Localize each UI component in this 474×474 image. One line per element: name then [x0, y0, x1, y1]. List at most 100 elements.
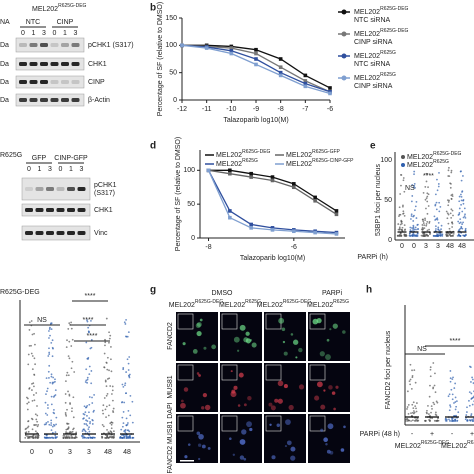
- inset: [221, 364, 238, 381]
- cell-name: MEL202: [286, 152, 312, 159]
- dot: [471, 418, 473, 421]
- dot: [398, 226, 401, 229]
- dot: [81, 434, 84, 437]
- dot: [462, 221, 465, 224]
- dot: [129, 436, 131, 439]
- dot: [447, 204, 450, 207]
- dot: [399, 213, 402, 216]
- dot: [82, 417, 84, 420]
- dot: [462, 202, 465, 205]
- dot: [70, 327, 73, 330]
- dot: [87, 428, 90, 431]
- dot: [33, 385, 35, 388]
- x-tick-label: -8: [205, 244, 211, 251]
- dot: [27, 353, 30, 356]
- dot: [28, 387, 31, 390]
- dot: [429, 384, 431, 387]
- dot: [451, 193, 454, 196]
- band: [56, 231, 65, 235]
- band-label: CHK1: [88, 61, 107, 68]
- dot: [425, 223, 428, 225]
- dot: [446, 217, 449, 220]
- dot: [397, 228, 400, 231]
- dot: [37, 437, 40, 439]
- dot: [31, 355, 34, 357]
- dot: [86, 378, 89, 381]
- dot: [103, 366, 106, 369]
- x-axis-label: PARPi (h): [357, 254, 388, 261]
- blot-frame: [15, 93, 85, 107]
- dot: [86, 424, 89, 427]
- dot: [101, 436, 104, 439]
- dot: [91, 396, 93, 399]
- dot: [410, 235, 412, 237]
- dot: [453, 402, 455, 404]
- dot: [108, 331, 110, 334]
- band: [40, 43, 48, 47]
- point: [249, 222, 253, 227]
- dot: [48, 337, 50, 339]
- dot: [449, 405, 452, 408]
- dot: [448, 409, 451, 412]
- band: [77, 187, 86, 191]
- dot: [410, 213, 413, 216]
- group-label: CINP: [57, 19, 74, 26]
- dot: [36, 405, 38, 407]
- dot: [103, 352, 106, 355]
- dot: [88, 430, 91, 433]
- x-tick-label: 48: [458, 243, 466, 250]
- x-tick-label: -9: [253, 106, 259, 113]
- dot: [416, 233, 419, 235]
- point: [334, 209, 339, 213]
- dot: [37, 424, 40, 426]
- dot: [452, 376, 454, 379]
- dot: [417, 223, 419, 226]
- dot: [90, 346, 93, 349]
- nucleus: [231, 389, 236, 394]
- nucleus: [237, 404, 241, 407]
- dot: [438, 232, 441, 235]
- dot: [410, 420, 412, 422]
- dot: [111, 385, 114, 388]
- condition-label: PARPi: [322, 290, 343, 297]
- nucleus: [238, 372, 244, 378]
- dot: [439, 205, 442, 208]
- dot: [450, 420, 453, 422]
- dot: [46, 390, 48, 393]
- dot: [103, 397, 106, 399]
- dot: [426, 192, 429, 195]
- cell-sup: R625G-DEG: [195, 299, 223, 305]
- dot: [410, 387, 413, 390]
- dot: [398, 227, 401, 230]
- dot: [91, 423, 94, 425]
- dot: [429, 366, 432, 369]
- dot: [27, 420, 29, 423]
- dot: [435, 411, 437, 414]
- band: [61, 62, 69, 66]
- dot: [67, 426, 70, 429]
- cell-sup: R625G-DEG: [380, 6, 408, 12]
- dot: [457, 411, 460, 414]
- nucleus: [316, 318, 322, 324]
- dot: [24, 436, 27, 439]
- band: [46, 231, 54, 235]
- cell-sup: R625G-DEG: [242, 149, 270, 155]
- lane-label: 0: [21, 30, 25, 37]
- dot: [464, 229, 467, 232]
- cut-label: R625G-DEG: [0, 289, 40, 296]
- dot: [449, 380, 452, 383]
- dot: [449, 377, 452, 380]
- dot: [437, 417, 439, 420]
- dot: [123, 401, 126, 404]
- dot: [32, 382, 35, 385]
- dot: [402, 177, 405, 179]
- dot: [30, 352, 33, 355]
- dot: [414, 381, 417, 384]
- dot: [415, 418, 418, 421]
- nucleus: [340, 448, 345, 452]
- nucleus: [290, 455, 296, 461]
- nucleus: [335, 385, 339, 389]
- dot: [124, 323, 127, 325]
- dot: [450, 388, 453, 391]
- point: [249, 175, 253, 179]
